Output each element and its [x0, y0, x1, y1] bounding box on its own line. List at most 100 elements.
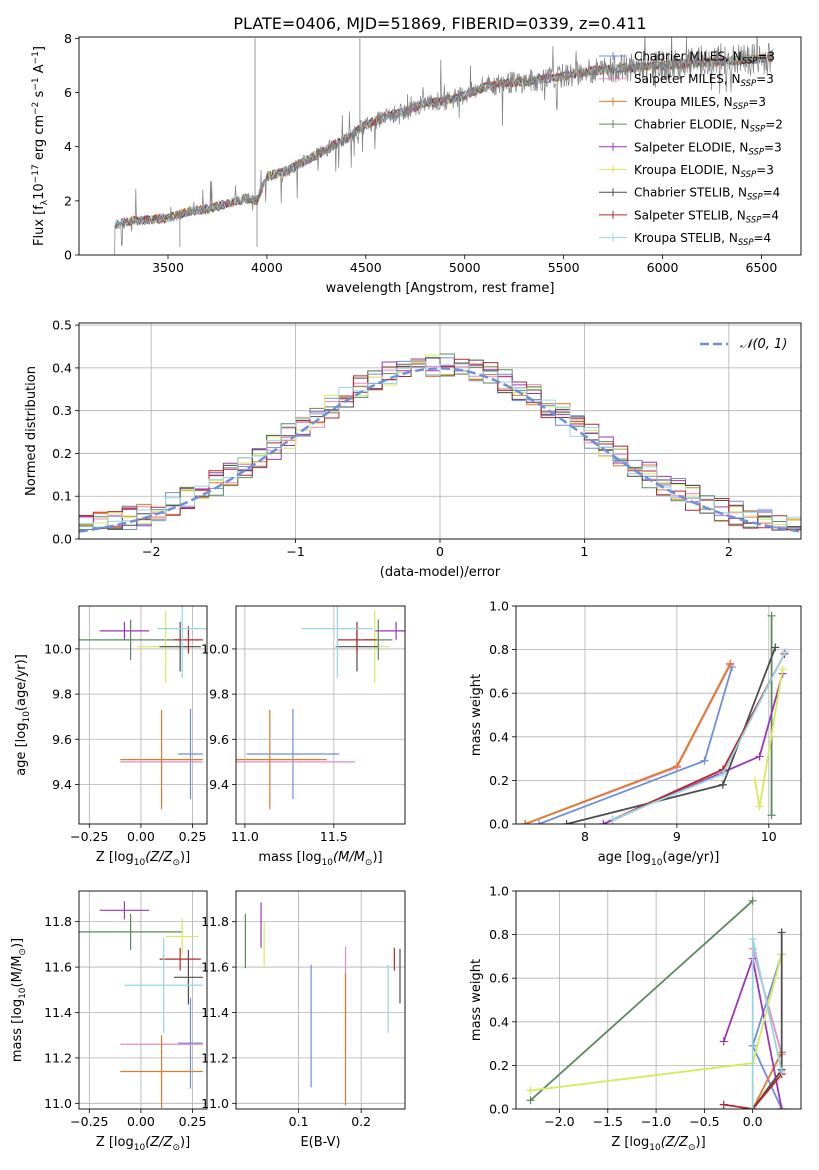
y-tick-label: 0.0	[489, 817, 509, 832]
x-axis-label: age [log10(age/yr)]	[598, 850, 720, 868]
x-tick-label: −0.5	[689, 1114, 719, 1129]
x-tick-label: 0.00	[127, 829, 155, 844]
mass-weight-marker	[777, 928, 786, 937]
axes-frame	[235, 890, 406, 1110]
x-tick-label: 1	[580, 544, 588, 559]
y-tick-label: 0.5	[52, 318, 72, 333]
x-tick-label: −1.0	[641, 1114, 671, 1129]
x-tick-label: 9	[673, 829, 681, 844]
y-tick-label: 4	[64, 139, 72, 154]
residual-histogram	[79, 354, 801, 526]
plot-area	[114, 37, 774, 255]
x-tick-label: 0.00	[127, 1114, 155, 1129]
weight-vs-age-panel: 8 9 10 0.0 0.2 0.4 0.6 0.8 1.0 age [log10(age/yr)…	[469, 599, 802, 868]
mass-weight-marker	[781, 647, 790, 656]
mass-weight-marker	[748, 934, 757, 943]
grid-lines	[79, 891, 207, 1109]
x-tick-label: −1	[286, 544, 304, 559]
gaussian-legend-label: 𝒩(0, 1)	[740, 337, 787, 352]
y-tick-label: 11.2	[44, 1050, 72, 1065]
mass-weight-marker	[719, 1037, 728, 1046]
legend-entry-label: Kroupa MILES, NSSP=3	[634, 95, 766, 112]
grid-lines	[236, 606, 405, 824]
x-tick-label: 4000	[251, 260, 283, 275]
y-tick-label: 0.1	[52, 489, 72, 504]
spectrum-panel: 3500 4000 4500 5000 5500 6000 6500 0 2 4 6 8 wavelen…	[31, 31, 802, 296]
x-axis-label: Z [log10(Z/Z⊙)]	[96, 1135, 190, 1153]
x-tick-label: 8	[581, 829, 589, 844]
x-tick-label: 0.0	[743, 1114, 763, 1129]
weight-vs-metallicity-panel: −2.0 −1.5 −1.0 −0.5 0.0 0.0 0.2 0.4 0.6 0.8 1.0 Z […	[469, 884, 802, 1153]
x-tick-label: 5500	[548, 260, 580, 275]
y-tick-label: 11.8	[44, 914, 72, 929]
x-axis-label: (data-model)/error	[380, 565, 501, 580]
x-tick-label: 0.1	[289, 1114, 309, 1129]
legend-entry-label: Salpeter ELODIE, NSSP=3	[634, 140, 782, 157]
x-tick-label: 0	[436, 544, 444, 559]
y-tick-label: 0.4	[489, 1014, 509, 1029]
y-tick-label: 10.0	[201, 641, 229, 656]
grid-lines	[516, 605, 801, 825]
mass-weight-marker	[771, 643, 780, 652]
y-tick-label: 8	[64, 31, 72, 46]
mass-weight-marker	[755, 752, 764, 761]
y-tick-label: 0.2	[489, 1058, 509, 1073]
mass-weight-line	[751, 1051, 783, 1109]
spectrum-legend: Chabrier MILES, NSSP=3 Salpeter MILES, NS…	[599, 50, 783, 248]
y-tick-label: 0	[64, 248, 72, 263]
y-tick-label: 9.8	[52, 687, 72, 702]
x-tick-label: −2.0	[544, 1114, 574, 1129]
y-tick-label: 0.4	[52, 360, 72, 375]
mass-weight-marker	[718, 780, 727, 789]
x-tick-label: −0.25	[70, 1114, 108, 1129]
plot-area	[79, 606, 207, 810]
y-tick-label: 11.0	[44, 1096, 72, 1111]
plot-area	[521, 611, 790, 824]
y-tick-label: 0.6	[489, 686, 509, 701]
mass-weight-marker	[748, 1105, 757, 1109]
mass-weight-marker	[777, 1067, 786, 1076]
grid-lines	[79, 606, 207, 824]
y-tick-label: 0.8	[489, 927, 509, 942]
observed-spectrum-line	[114, 37, 774, 255]
y-tick-label: 0.6	[489, 971, 509, 986]
mass-weight-marker	[608, 815, 617, 824]
y-tick-label: 0.8	[489, 642, 509, 657]
y-tick-label: 9.6	[52, 732, 72, 747]
x-axis-label: mass [log10(M/M⊙)]	[258, 850, 382, 868]
x-tick-label: 10	[761, 829, 777, 844]
y-tick-label: 9.4	[52, 777, 72, 792]
mass-weight-line	[723, 1073, 783, 1109]
axes-frame	[78, 322, 802, 540]
mass-weight-line	[602, 673, 784, 824]
mass-weight-marker	[755, 802, 764, 811]
residuals-panel: −2 −1 0 1 2 0.0 0.1 0.2 0.3 0.4 0.5 (data-model)/er…	[24, 318, 802, 580]
x-tick-label: 0.2	[351, 1114, 371, 1129]
axes-frame	[78, 36, 802, 256]
y-axis-label: mass weight	[469, 674, 484, 756]
x-axis-label: wavelength [Angstrom, rest frame]	[326, 281, 555, 296]
y-tick-label: 0.4	[489, 729, 509, 744]
mass-weight-marker	[718, 769, 727, 778]
x-tick-label: 11.0	[231, 829, 259, 844]
y-tick-label: 11.6	[44, 960, 72, 975]
mass-weight-marker	[700, 756, 709, 765]
grid-lines	[516, 890, 801, 1110]
y-axis-label: mass [log10(M/M⊙)]	[10, 938, 28, 1062]
y-tick-label: 0.0	[489, 1102, 509, 1117]
x-tick-label: 0.25	[179, 1114, 207, 1129]
plot-area	[79, 353, 801, 533]
age-vs-mass-panel: 11.0 11.5 9.4 9.6 9.8 10.0 mass [log10(M/M⊙)]	[201, 605, 406, 868]
gaussian-curve	[79, 367, 801, 533]
x-tick-label: 11.5	[320, 829, 348, 844]
y-axis-label: Flux [fλ10−17 erg cm−2 s−1 A−1]	[31, 46, 50, 246]
mass-weight-marker	[562, 820, 571, 824]
y-tick-label: 2	[64, 193, 72, 208]
axes-frame	[515, 890, 802, 1110]
y-tick-label: 11.0	[201, 1096, 229, 1111]
plot-area	[244, 902, 401, 1106]
x-axis-label: Z [log10(Z/Z⊙)]	[611, 1135, 705, 1153]
mass-weight-line	[524, 664, 731, 824]
y-tick-label: 11.6	[201, 960, 229, 975]
mass-weight-marker	[726, 659, 735, 668]
